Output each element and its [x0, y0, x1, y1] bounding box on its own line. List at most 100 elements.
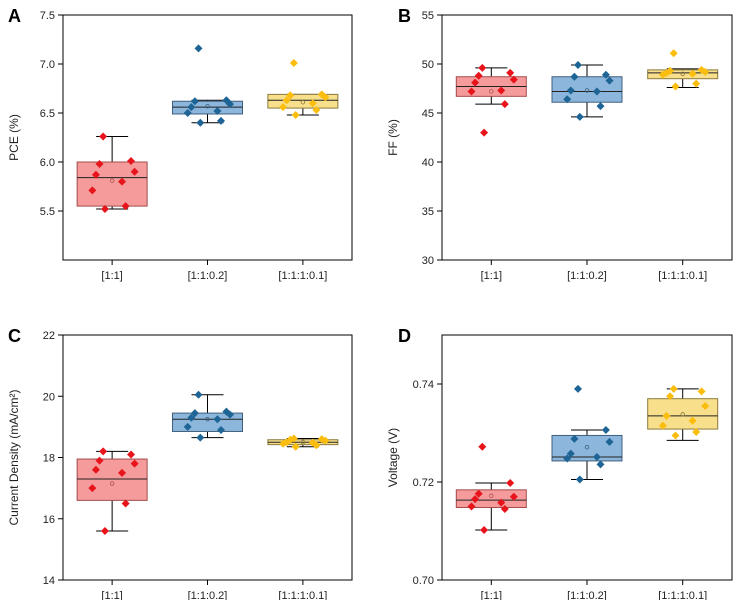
data-point [183, 109, 192, 117]
data-point [509, 492, 518, 501]
data-point [282, 96, 291, 105]
x-tick-label: [1:1:0.2] [188, 270, 228, 282]
panel-letter: D [398, 326, 411, 346]
panel-letter: C [8, 326, 21, 346]
panel-b: B 30 35 40 45 50 55 FF (%) [1:1] [1:1:0.2] [1:1:1:… [386, 6, 733, 282]
data-point [308, 438, 317, 447]
data-point [697, 387, 706, 396]
y-tick-label: 30 [422, 255, 434, 267]
data-point [279, 103, 288, 112]
y-tick-label: 20 [43, 391, 55, 403]
data-point [596, 102, 605, 111]
data-point [601, 70, 610, 79]
mean-marker [205, 103, 210, 109]
data-point [467, 502, 476, 511]
panel-c: C 14 16 18 20 22 Current Density (mA/cm²) [1:1]… [7, 326, 353, 600]
data-point [662, 411, 671, 420]
data-point [91, 465, 100, 474]
data-point [99, 447, 108, 456]
data-point [692, 428, 701, 437]
plot-frame [62, 14, 353, 261]
data-point [474, 71, 483, 80]
data-point [471, 495, 480, 504]
data-point [570, 72, 579, 81]
data-point [574, 384, 582, 393]
x-tick-label: [1:1:1:0.1] [278, 270, 327, 282]
data-point [187, 103, 196, 112]
data-point [317, 90, 326, 99]
x-tick-label: [1:1] [481, 590, 502, 600]
data-point [480, 526, 489, 535]
y-tick-label: 50 [422, 59, 434, 71]
data-point [118, 468, 127, 477]
y-tick-label: 55 [422, 10, 434, 22]
data-point [217, 425, 225, 434]
data-point [130, 459, 139, 468]
data-point [121, 202, 130, 211]
x-tick-label: [1:1] [101, 270, 122, 282]
data-point [563, 454, 572, 463]
box [76, 161, 148, 207]
y-tick-label: 18 [43, 453, 55, 465]
data-point [213, 107, 222, 116]
data-point [467, 87, 476, 96]
data-point [605, 76, 614, 85]
data-point [471, 78, 480, 87]
data-point [99, 132, 108, 141]
data-point [88, 186, 97, 195]
y-tick-label: 16 [43, 514, 55, 526]
data-point [183, 422, 192, 431]
data-point [592, 87, 601, 96]
data-point [308, 99, 317, 108]
data-point [190, 97, 199, 106]
data-point [196, 433, 205, 442]
data-point [289, 59, 298, 68]
data-point [596, 460, 605, 469]
data-point [213, 415, 222, 424]
mean-marker [680, 412, 685, 417]
x-tick-label: [1:1:0.2] [188, 590, 228, 600]
data-point [570, 434, 579, 443]
data-point [187, 413, 196, 422]
mean-marker [300, 439, 306, 445]
data-point [500, 504, 509, 513]
panel-a: A 5.5 6.0 6.5 7.0 7.5 PCE (%) [1:1] [1:1:0.2] [1:… [7, 6, 353, 282]
plot-frame [441, 14, 733, 261]
x-tick-label: [1:1:1:0.1] [278, 590, 327, 600]
x-tick-label: [1:1:1:0.1] [658, 270, 707, 282]
data-point [478, 63, 487, 72]
data-point [671, 82, 680, 91]
data-point [692, 79, 701, 88]
data-point [217, 116, 225, 125]
y-tick-label: 7.0 [40, 59, 55, 71]
mean-marker [680, 71, 685, 76]
mean-marker [489, 493, 494, 498]
y-axis-label: PCE (%) [7, 114, 21, 161]
y-tick-label: 6.5 [40, 108, 55, 120]
data-point [478, 442, 487, 451]
data-point [317, 435, 326, 444]
data-point [500, 100, 509, 109]
y-tick-label: 14 [43, 575, 55, 587]
panel-letter: B [398, 6, 411, 26]
data-point [91, 170, 100, 179]
data-point [688, 416, 697, 425]
data-point [121, 499, 130, 508]
data-point [222, 407, 231, 416]
y-tick-label: 0.70 [413, 575, 434, 587]
y-tick-label: 5.5 [40, 206, 55, 218]
mean-marker [584, 88, 590, 93]
data-point [291, 442, 300, 451]
y-tick-label: 35 [422, 206, 434, 218]
mean-marker [584, 445, 590, 450]
data-point [566, 449, 575, 458]
data-point [574, 60, 582, 69]
box [647, 69, 719, 80]
data-point [666, 66, 675, 75]
data-point [566, 86, 575, 95]
mean-marker [489, 89, 494, 94]
data-point [127, 450, 136, 459]
data-point [480, 128, 489, 137]
y-axis-label: Current Density (mA/cm²) [7, 389, 21, 525]
data-point [575, 112, 584, 121]
